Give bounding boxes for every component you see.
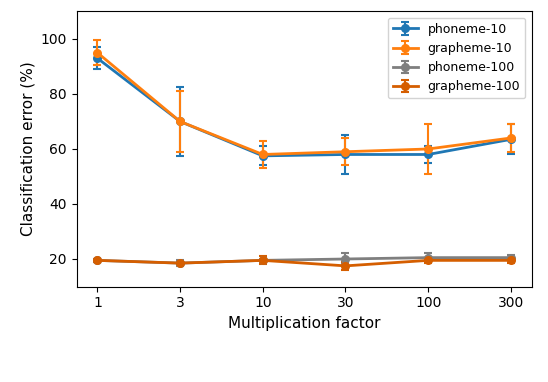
Y-axis label: Classification error (%): Classification error (%) — [20, 62, 35, 236]
Legend: phoneme-10, grapheme-10, phoneme-100, grapheme-100: phoneme-10, grapheme-10, phoneme-100, gr… — [387, 18, 526, 99]
X-axis label: Multiplication factor: Multiplication factor — [228, 316, 380, 331]
